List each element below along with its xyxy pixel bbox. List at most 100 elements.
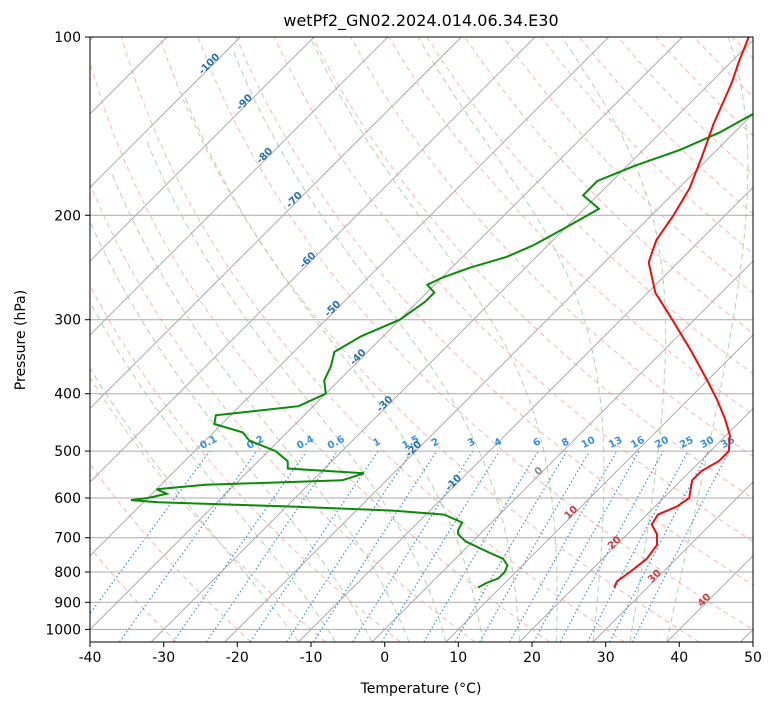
y-tick-label: 900 — [54, 595, 81, 611]
isotherm-label: -30 — [375, 394, 396, 415]
mixing-ratio-label: 20 — [653, 435, 670, 451]
moist-adiabat — [183, 94, 484, 642]
y-tick-label: 100 — [54, 30, 81, 46]
isotherm-label: -100 — [197, 52, 223, 78]
dry-adiabat — [235, 37, 753, 586]
isotherm-label: -70 — [284, 190, 305, 211]
mixing-ratio-line — [586, 450, 689, 642]
x-tick-label: -30 — [152, 650, 175, 666]
mixing-ratio-line — [352, 450, 474, 642]
dry-adiabat — [693, 37, 753, 98]
isotherm — [90, 37, 315, 262]
dry-adiabat — [197, 37, 753, 630]
mixing-ratio-label: 4 — [493, 436, 504, 449]
isotherm — [90, 37, 610, 557]
mixing-ratio-line — [205, 450, 338, 642]
isotherm-label: 30 — [646, 568, 664, 586]
isotherm — [371, 260, 753, 642]
mixing-ratio-label: 16 — [629, 435, 646, 451]
dry-adiabat — [90, 463, 252, 642]
isotherm-label: 40 — [696, 592, 714, 610]
moist-adiabat — [417, 37, 605, 642]
moist-adiabat — [232, 49, 520, 642]
isotherm-label: -60 — [298, 250, 319, 271]
moist-adiabat — [111, 173, 410, 642]
dry-adiabat — [90, 376, 327, 642]
chart-title: wetPf2_GN02.2024.014.06.34.E30 — [283, 11, 558, 31]
x-axis-label: Temperature (°C) — [360, 681, 482, 697]
dry-adiabat — [90, 182, 476, 642]
dry-adiabat — [90, 284, 401, 642]
isotherm — [224, 113, 753, 642]
dry-adiabat — [388, 37, 753, 416]
x-tick-label: 30 — [597, 650, 615, 666]
mixing-ratio-line — [423, 450, 539, 642]
isotherm — [90, 37, 241, 189]
background-lines — [90, 37, 775, 642]
isotherm — [519, 407, 753, 642]
isotherm-label: -50 — [323, 299, 344, 320]
x-tick-label: 40 — [670, 650, 688, 666]
mixing-ratio-line — [533, 450, 640, 642]
mixing-ratio-label: 3 — [466, 436, 477, 449]
x-tick-label: 0 — [380, 650, 389, 666]
isotherm — [150, 39, 753, 642]
x-tick-label: 50 — [744, 650, 762, 666]
isotherm — [666, 555, 753, 642]
dry-adiabat — [617, 37, 753, 176]
dewpoint-profile — [130, 112, 753, 589]
y-tick-label: 1000 — [45, 622, 81, 638]
mixing-ratio-line — [632, 450, 730, 642]
y-tick-label: 800 — [54, 565, 81, 581]
isotherm — [298, 186, 753, 642]
x-tick-label: 20 — [523, 650, 541, 666]
mixing-ratio-line — [312, 450, 438, 642]
isotherm — [740, 628, 753, 642]
moist-adiabat — [309, 37, 558, 642]
mixing-ratio-label: 2 — [430, 436, 441, 449]
mixing-ratio-line — [172, 450, 308, 642]
mixing-ratio-line — [454, 450, 568, 642]
mixing-ratio-label: 0.1 — [198, 434, 219, 452]
isotherm-label-zero: 0 — [533, 465, 546, 478]
dry-adiabat — [90, 546, 177, 642]
mixing-ratio-label: 6 — [531, 436, 542, 449]
dry-adiabat — [541, 37, 753, 254]
x-tick-label: -10 — [300, 650, 323, 666]
dry-adiabat — [770, 37, 775, 642]
moist-adiabat — [666, 37, 749, 642]
isotherm — [90, 37, 536, 483]
mixing-ratio-label: 0.4 — [295, 434, 316, 452]
y-tick-label: 200 — [54, 208, 81, 224]
y-tick-label: 300 — [54, 313, 81, 329]
x-tick-label: -20 — [226, 650, 249, 666]
plot-frame — [89, 36, 754, 643]
temperature-profile — [613, 37, 750, 588]
y-tick-label: 500 — [54, 444, 81, 460]
mixing-ratio-line — [509, 450, 618, 642]
mixing-ratio-line — [559, 450, 664, 642]
axes: -40 -30 -20 -10 0 10 20 30 40 5010020030040050060… — [45, 30, 762, 666]
mixing-ratio-line — [249, 450, 379, 642]
sounding-profiles — [130, 37, 753, 589]
isotherm-label: 20 — [606, 534, 624, 552]
moist-adiabat — [90, 367, 299, 642]
mixing-ratio-line — [286, 450, 413, 642]
x-tick-label: 10 — [449, 650, 467, 666]
dry-adiabat — [159, 37, 700, 642]
isotherm — [90, 37, 389, 336]
isotherm-label: -90 — [235, 92, 256, 113]
dry-adiabat — [121, 37, 625, 642]
x-tick-label: -40 — [79, 650, 102, 666]
isotherm — [90, 37, 462, 410]
y-tick-label: 600 — [54, 491, 81, 507]
isotherm-label: -10 — [444, 473, 465, 494]
mixing-ratio-line — [90, 450, 211, 615]
line-labels: 0.1 0.2 0.4 0.6 1 1.5 2 3 4 6 8 10 13 16 20 25 30 36-100-… — [197, 52, 737, 610]
mixing-ratio-label: 8 — [560, 436, 571, 449]
mixing-ratio-line — [119, 450, 258, 642]
mixing-ratio-label: 1 — [371, 436, 382, 449]
mixing-ratio-label: 10 — [580, 435, 597, 451]
y-axis-label: Pressure (hPa) — [13, 290, 29, 390]
